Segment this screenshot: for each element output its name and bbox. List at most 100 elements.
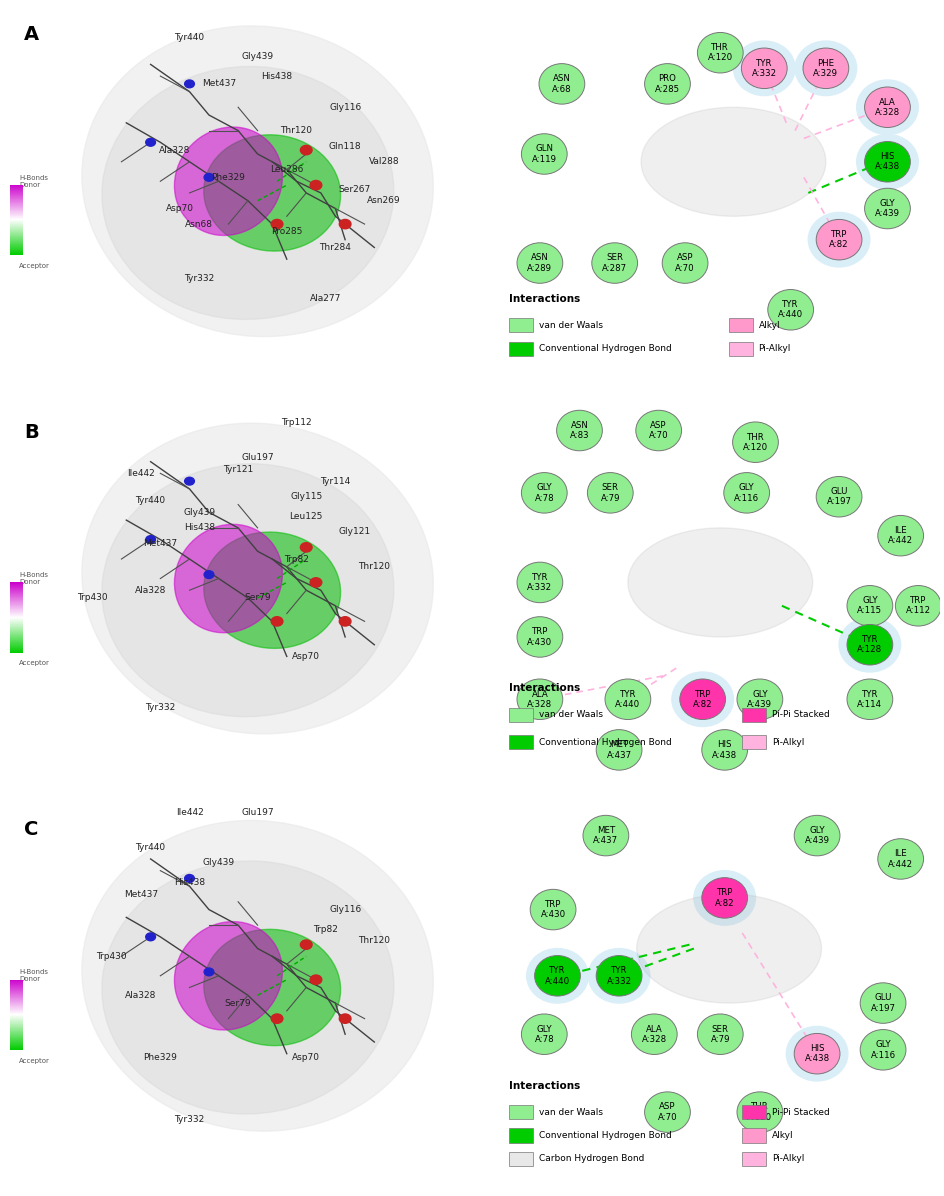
FancyBboxPatch shape xyxy=(509,736,532,749)
Text: Ile442: Ile442 xyxy=(176,807,203,817)
Text: ASP
A:70: ASP A:70 xyxy=(657,1103,677,1122)
FancyBboxPatch shape xyxy=(741,1105,766,1119)
Circle shape xyxy=(846,586,892,626)
Circle shape xyxy=(530,890,575,929)
Circle shape xyxy=(793,816,839,856)
Text: PHE
A:329: PHE A:329 xyxy=(813,59,837,78)
Text: Asn269: Asn269 xyxy=(367,196,400,206)
Circle shape xyxy=(644,63,690,104)
Text: Alkyl: Alkyl xyxy=(758,321,780,330)
Text: Trp82: Trp82 xyxy=(312,925,338,934)
Text: GLU
A:197: GLU A:197 xyxy=(826,487,851,506)
Text: Ile442: Ile442 xyxy=(126,469,155,478)
Text: TRP
A:430: TRP A:430 xyxy=(540,899,565,920)
Text: PRO
A:285: PRO A:285 xyxy=(654,74,680,93)
Circle shape xyxy=(588,948,649,1003)
FancyBboxPatch shape xyxy=(741,1152,766,1166)
Circle shape xyxy=(802,48,848,89)
Circle shape xyxy=(859,983,905,1024)
Text: HIS
A:438: HIS A:438 xyxy=(874,152,899,171)
Circle shape xyxy=(145,536,156,543)
Circle shape xyxy=(732,422,778,463)
Text: van der Waals: van der Waals xyxy=(538,1107,602,1117)
Text: TYR
A:440: TYR A:440 xyxy=(777,300,802,319)
Text: GLY
A:439: GLY A:439 xyxy=(747,690,771,709)
Circle shape xyxy=(339,1014,350,1024)
Circle shape xyxy=(671,672,733,726)
Ellipse shape xyxy=(627,527,812,637)
Text: Tyr332: Tyr332 xyxy=(175,1116,205,1124)
Ellipse shape xyxy=(204,929,340,1045)
Text: Conventional Hydrogen Bond: Conventional Hydrogen Bond xyxy=(538,1131,670,1140)
Circle shape xyxy=(271,219,282,228)
Text: Interactions: Interactions xyxy=(509,683,580,694)
Text: SER
A:79: SER A:79 xyxy=(710,1025,730,1044)
Circle shape xyxy=(300,940,312,950)
Circle shape xyxy=(697,1014,742,1055)
Circle shape xyxy=(556,410,601,451)
FancyBboxPatch shape xyxy=(509,708,532,722)
Circle shape xyxy=(516,679,563,720)
Text: ILE
A:442: ILE A:442 xyxy=(887,526,912,545)
Text: TRP
A:82: TRP A:82 xyxy=(692,690,712,709)
Text: GLY
A:78: GLY A:78 xyxy=(534,483,553,502)
Text: Gly439: Gly439 xyxy=(202,859,234,867)
Text: Met437: Met437 xyxy=(143,539,177,548)
Text: Carbon Hydrogen Bond: Carbon Hydrogen Bond xyxy=(538,1154,643,1164)
Text: Pro285: Pro285 xyxy=(271,227,302,237)
Text: A: A xyxy=(25,25,40,44)
Circle shape xyxy=(184,477,194,486)
Text: Glu197: Glu197 xyxy=(241,807,274,817)
Circle shape xyxy=(521,1014,566,1055)
Text: TRP
A:430: TRP A:430 xyxy=(527,627,552,647)
Text: Ala328: Ala328 xyxy=(135,586,166,594)
Circle shape xyxy=(895,586,940,626)
Text: Tyr440: Tyr440 xyxy=(175,32,204,42)
FancyBboxPatch shape xyxy=(509,1129,532,1142)
Text: Ala277: Ala277 xyxy=(310,293,341,303)
Text: Interactions: Interactions xyxy=(509,294,580,304)
Text: ASN
A:83: ASN A:83 xyxy=(569,421,589,440)
Text: Gly121: Gly121 xyxy=(339,527,371,536)
Text: Phe329: Phe329 xyxy=(143,1054,177,1062)
Text: His438: His438 xyxy=(261,72,293,80)
Text: GLU
A:197: GLU A:197 xyxy=(869,994,895,1013)
Text: Trp430: Trp430 xyxy=(96,952,126,960)
Text: Acceptor: Acceptor xyxy=(19,263,50,269)
Circle shape xyxy=(644,1092,690,1133)
FancyBboxPatch shape xyxy=(741,736,766,749)
Text: ASN
A:289: ASN A:289 xyxy=(527,254,552,273)
Ellipse shape xyxy=(175,524,282,633)
Text: Pi-Alkyl: Pi-Alkyl xyxy=(771,1154,803,1164)
Circle shape xyxy=(697,32,742,73)
Circle shape xyxy=(631,1014,677,1055)
Text: Conventional Hydrogen Bond: Conventional Hydrogen Bond xyxy=(538,344,670,353)
Text: Alkyl: Alkyl xyxy=(771,1131,793,1140)
Text: ASP
A:70: ASP A:70 xyxy=(649,421,667,440)
Text: ALA
A:328: ALA A:328 xyxy=(641,1025,666,1044)
Text: TYR
A:332: TYR A:332 xyxy=(750,59,776,78)
FancyBboxPatch shape xyxy=(741,1129,766,1142)
FancyBboxPatch shape xyxy=(729,318,752,332)
Text: Val288: Val288 xyxy=(368,158,399,166)
Text: Thr120: Thr120 xyxy=(358,562,390,572)
Text: TYR
A:332: TYR A:332 xyxy=(527,573,552,592)
Text: THR
A:120: THR A:120 xyxy=(747,1103,771,1122)
Circle shape xyxy=(693,871,754,926)
Text: TRP
A:112: TRP A:112 xyxy=(904,596,930,616)
Circle shape xyxy=(339,617,350,626)
Circle shape xyxy=(204,570,213,579)
Text: Thr120: Thr120 xyxy=(358,936,390,945)
Circle shape xyxy=(587,472,632,513)
Text: TYR
A:440: TYR A:440 xyxy=(615,690,640,709)
Text: MET
A:437: MET A:437 xyxy=(593,826,617,846)
Ellipse shape xyxy=(175,127,282,236)
Text: Trp112: Trp112 xyxy=(281,419,312,427)
Circle shape xyxy=(846,624,892,665)
Circle shape xyxy=(816,476,861,517)
Text: Pi-Pi Stacked: Pi-Pi Stacked xyxy=(771,1107,829,1117)
Text: TRP
A:82: TRP A:82 xyxy=(829,230,848,250)
Text: ALA
A:328: ALA A:328 xyxy=(527,690,552,709)
Circle shape xyxy=(516,243,563,283)
Text: GLN
A:119: GLN A:119 xyxy=(531,145,556,164)
